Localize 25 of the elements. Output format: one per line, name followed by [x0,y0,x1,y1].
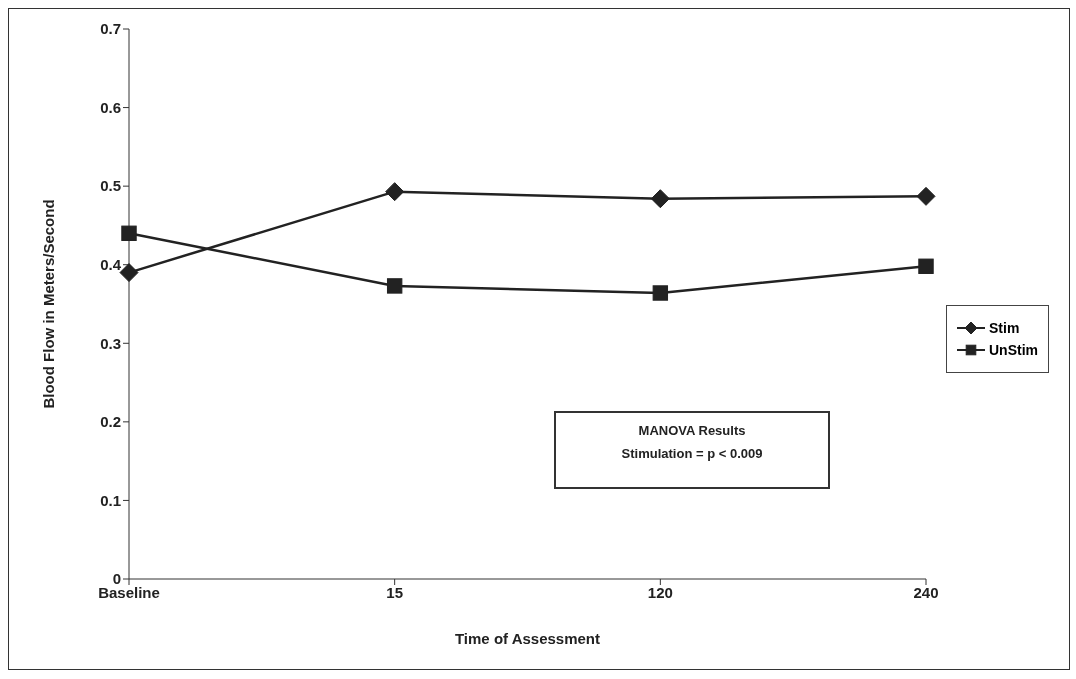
y-tick-label: 0.5 [100,177,121,195]
results-box: MANOVA Results Stimulation = p < 0.009 [554,411,830,489]
annotation: Stimulation = p < 0.009 [620,446,764,461]
point [386,278,403,294]
legend-label: UnStim [989,342,1038,358]
y-tick-label: 0.3 [100,334,121,352]
y-tick-label: 0.2 [100,413,121,431]
y-tick-label: 0.6 [100,98,121,116]
point [652,285,669,301]
x-axis-title: Time of Assessment [454,630,601,647]
annotation: MANOVA Results [637,423,747,438]
y-tick-label: 0.1 [100,491,121,509]
point [916,186,936,206]
x-tick-label: 240 [913,583,939,601]
x-tick-label: 120 [647,583,673,601]
point [119,263,139,283]
point [650,189,670,209]
point [385,182,405,202]
legend-label: Stim [989,320,1020,336]
y-tick-label: 0.4 [100,256,122,274]
point [918,258,934,274]
point [121,225,137,241]
x-tick-label: 15 [386,583,404,601]
y-tick-label: 0.7 [100,20,121,38]
y-axis-title: Blood Flow in Meters/Second [40,199,58,409]
